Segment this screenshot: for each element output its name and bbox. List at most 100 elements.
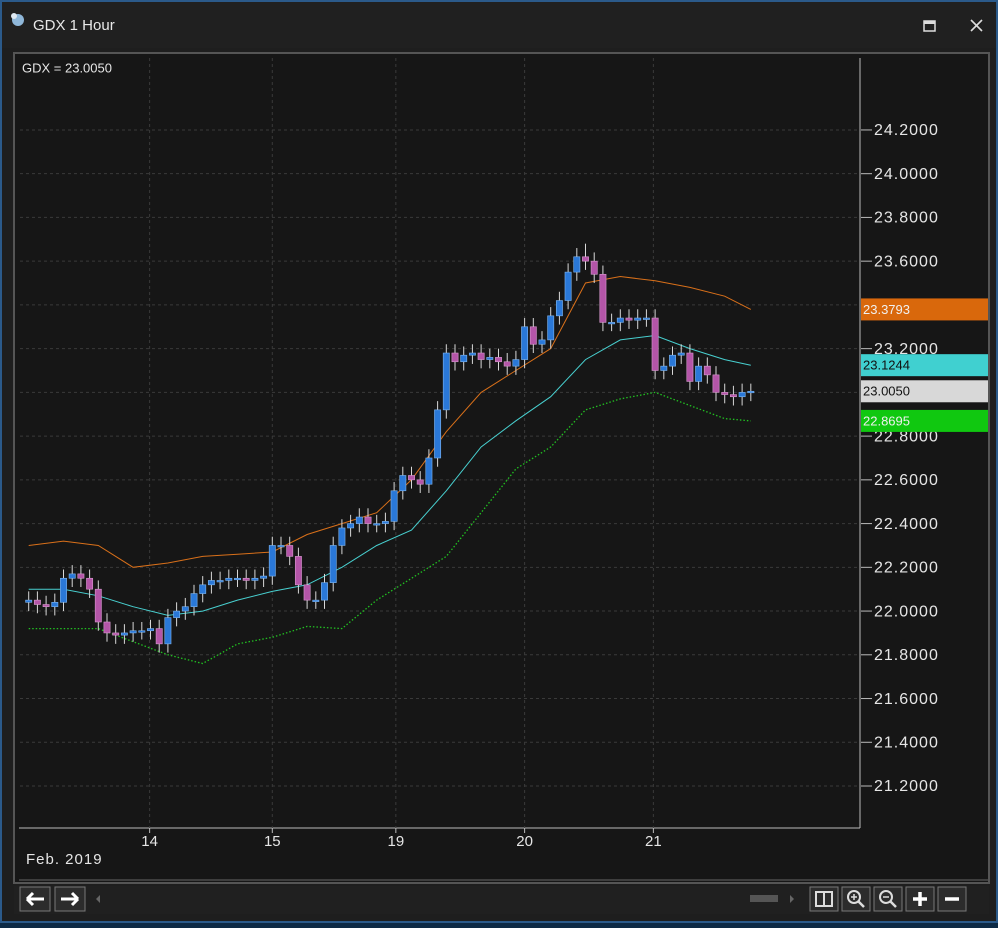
y-tick-label: 23.8000: [874, 210, 939, 227]
candle-body: [703, 365, 711, 376]
candle-body: [199, 584, 207, 594]
candle-body: [86, 577, 94, 590]
y-tick-label: 24.2000: [874, 122, 939, 139]
candle-body: [312, 599, 320, 602]
candle-body: [408, 475, 415, 481]
last-label-bg: [19, 59, 132, 77]
candle-body: [286, 545, 294, 557]
zoom-out-button[interactable]: [873, 886, 903, 912]
y-tick-label: 23.6000: [874, 253, 939, 270]
candle-body: [190, 593, 198, 607]
price-tag-label: 22.8695: [863, 413, 910, 428]
candle-body: [634, 317, 642, 321]
candle-body: [721, 392, 729, 395]
candle-body: [381, 521, 389, 524]
price-tag: [861, 409, 988, 432]
candle-body: [695, 365, 703, 382]
y-tick-label: 22.0000: [874, 603, 939, 620]
x-tick-label: 21: [645, 833, 662, 850]
candle-body: [25, 599, 33, 603]
candle-body: [468, 352, 476, 356]
candle-body: [347, 523, 355, 529]
candle-body: [477, 352, 485, 360]
candle-body: [642, 317, 650, 320]
candle-body: [355, 516, 363, 524]
candle-body: [451, 352, 459, 363]
last-label: GDX = 23.0050: [22, 60, 112, 75]
y-tick-label: 21.2000: [874, 778, 939, 795]
x-tick-label: 20: [516, 833, 533, 850]
candle-body: [669, 354, 676, 367]
candle-body: [608, 322, 616, 325]
candle-body: [68, 573, 76, 579]
candle-body: [103, 621, 111, 634]
add-button[interactable]: [905, 886, 935, 912]
candle-body: [599, 273, 607, 323]
candle-body: [321, 582, 328, 601]
scrollbar[interactable]: [96, 895, 794, 903]
candle-body: [373, 523, 381, 526]
price-tag-label: 23.1244: [863, 358, 910, 373]
candle-body: [625, 317, 633, 321]
candle-body: [294, 556, 302, 586]
candle-body: [94, 588, 102, 623]
candle-body: [747, 390, 755, 394]
candle-body: [129, 630, 137, 634]
candle-body: [521, 326, 529, 360]
candle-body: [538, 339, 546, 345]
y-tick-label: 21.6000: [874, 691, 939, 708]
x-tick-label: 14: [141, 833, 158, 850]
price-tag: [861, 354, 988, 377]
candle-body: [181, 606, 189, 612]
candle-body: [138, 630, 146, 633]
price-tag: [861, 298, 988, 321]
candle-body: [573, 256, 581, 273]
scroll-left-button[interactable]: [19, 886, 51, 912]
candle-body: [503, 361, 511, 367]
y-tick-label: 22.2000: [874, 560, 939, 577]
candle-body: [512, 359, 520, 367]
x-tick-label: 15: [264, 833, 281, 850]
candle-body: [425, 457, 433, 485]
candle-body: [234, 577, 241, 581]
window-title: GDX 1 Hour: [33, 17, 115, 34]
close-button[interactable]: [970, 19, 983, 32]
candle-body: [120, 632, 128, 636]
candle-body: [738, 392, 746, 398]
candle-body: [207, 580, 215, 586]
candle-body: [677, 352, 685, 356]
candle-body: [303, 584, 311, 601]
y-tick-label: 22.4000: [874, 516, 939, 533]
candle-body: [329, 545, 337, 583]
candle-body: [33, 599, 41, 605]
indicator-line: [28, 391, 751, 665]
candle-body: [582, 256, 589, 262]
remove-button[interactable]: [937, 886, 967, 912]
scroll-right-button[interactable]: [54, 886, 86, 912]
candle-body: [155, 628, 163, 645]
candle-body: [251, 577, 259, 581]
fit-button[interactable]: [809, 886, 839, 912]
candle-body: [434, 409, 442, 459]
y-tick-label: 21.8000: [874, 647, 939, 664]
candle-body: [651, 317, 659, 371]
candle-body: [529, 326, 537, 345]
y-tick-label: 22.8000: [874, 428, 939, 445]
candle-body: [173, 610, 181, 618]
price-tag-label: 23.3793: [863, 302, 910, 317]
app-icon: [11, 13, 24, 26]
candle-body: [712, 374, 720, 393]
candle-body: [147, 628, 154, 632]
candle-body: [42, 604, 50, 607]
candle-body: [442, 352, 450, 411]
candle-body: [416, 479, 424, 485]
candle-body: [460, 354, 468, 363]
zoom-in-button[interactable]: [841, 886, 871, 912]
candle-body: [555, 300, 563, 317]
y-tick-label: 21.4000: [874, 734, 939, 751]
maximize-button[interactable]: [923, 20, 936, 32]
candle-body: [660, 365, 668, 371]
candle-body: [77, 573, 85, 579]
y-tick-label: 24.0000: [874, 166, 939, 183]
